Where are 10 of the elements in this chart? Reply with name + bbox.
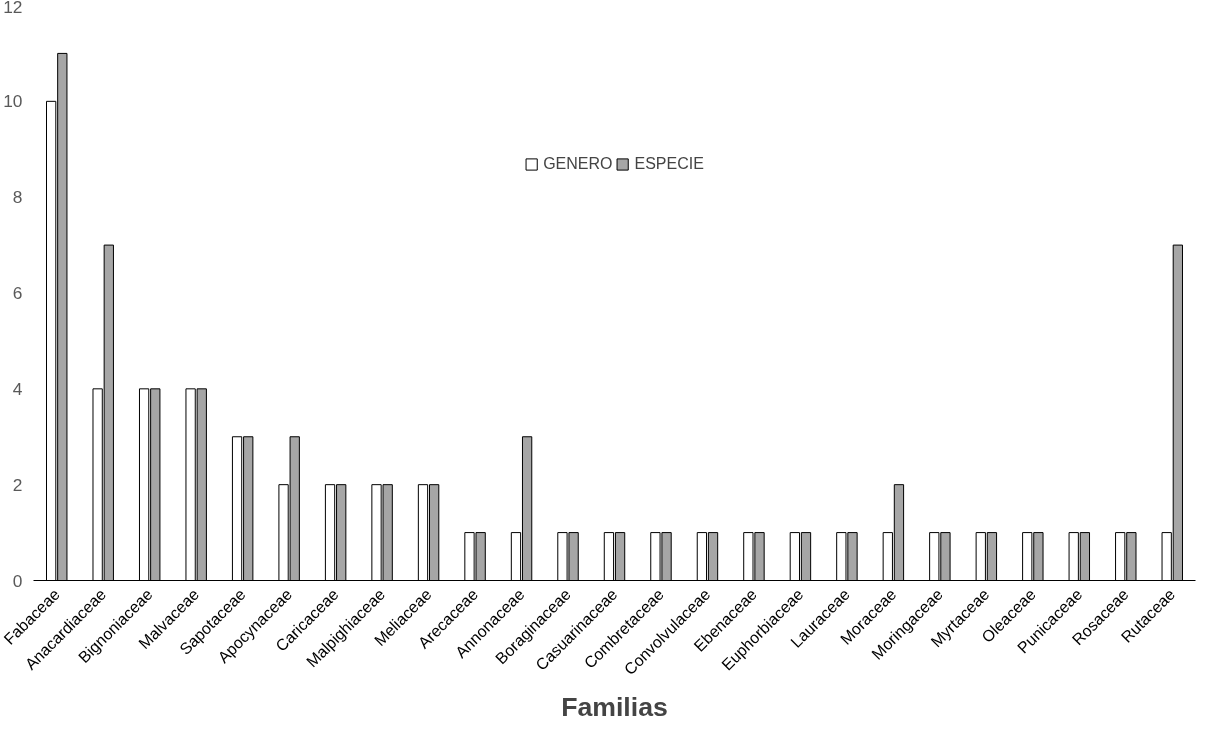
x-axis-title: Familias: [561, 692, 668, 723]
y-tick-label: 0: [12, 570, 23, 591]
y-tick-label: 10: [3, 91, 23, 112]
y-tick-label: 8: [12, 187, 23, 208]
legend-label: ESPECIE: [634, 155, 704, 173]
y-tick-label: 4: [12, 378, 23, 399]
y-tick-label: 6: [12, 283, 23, 303]
legend-label: GENERO: [543, 155, 613, 173]
y-tick-label: 12: [3, 0, 23, 17]
y-tick-label: 2: [12, 474, 23, 495]
